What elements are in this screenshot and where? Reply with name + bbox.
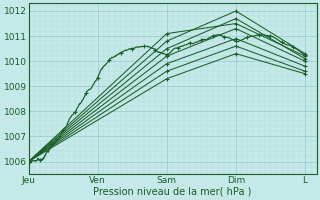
X-axis label: Pression niveau de la mer( hPa ): Pression niveau de la mer( hPa ) xyxy=(93,187,252,197)
